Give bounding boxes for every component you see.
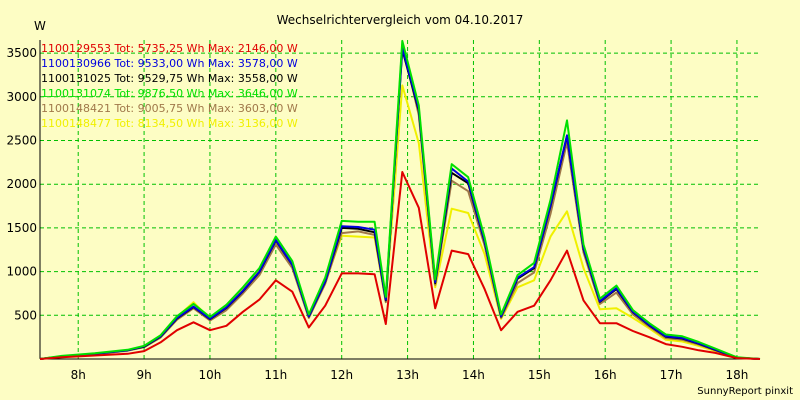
y-tick-label: 2000 [6,177,37,191]
legend-entry-1100131025: 1100131025 Tot: 9529,75 Wh Max: 3558,00 … [41,72,298,85]
tick-labels: 500 1000 1500 2000 2500 3000 3500 8h 9h 10h 11h 12h… [6,46,748,382]
y-tick-label: 2500 [6,134,37,148]
axes [39,40,760,360]
x-tick-label: 17h [660,368,683,382]
y-tick-label: 3500 [6,46,37,60]
x-tick-label: 11h [264,368,287,382]
series-line-1100131074 [39,39,761,360]
x-tick-label: 8h [71,368,86,382]
x-tick-label: 9h [136,368,151,382]
y-axis-label: W [34,19,46,33]
series-line-1100129553 [39,171,761,360]
series-lines [39,39,761,360]
legend-entry-1100130966: 1100130966 Tot: 9533,00 Wh Max: 3578,00 … [41,57,298,70]
y-tick-label: 1500 [6,221,37,235]
legend-entry-1100148477: 1100148477 Tot: 8134,50 Wh Max: 3136,00 … [41,117,298,130]
y-tick-label: 1000 [6,265,37,279]
legend-entry-1100129553: 1100129553 Tot: 5735,25 Wh Max: 2146,00 … [41,42,298,55]
series-line-1100130966 [39,46,761,360]
legend-entry-1100131074: 1100131074 Tot: 9876,50 Wh Max: 3646,00 … [41,87,298,100]
x-tick-label: 13h [396,368,419,382]
y-tick-label: 500 [14,308,37,322]
series-line-1100148477 [39,84,761,360]
x-tick-label: 10h [199,368,222,382]
x-tick-label: 18h [726,368,749,382]
legend: 1100129553 Tot: 5735,25 Wh Max: 2146,00 … [41,42,298,130]
y-tick-label: 3000 [6,90,37,104]
chart-title: Wechselrichtervergleich vom 04.10.2017 [277,13,524,27]
legend-entry-1100148421: 1100148421 Tot: 9005,75 Wh Max: 3603,00 … [41,102,298,115]
footer-credit: SunnyReport pinxit [697,386,793,397]
x-tick-label: 14h [462,368,485,382]
x-tick-label: 16h [594,368,617,382]
x-tick-label: 12h [330,368,353,382]
x-tick-label: 15h [528,368,551,382]
